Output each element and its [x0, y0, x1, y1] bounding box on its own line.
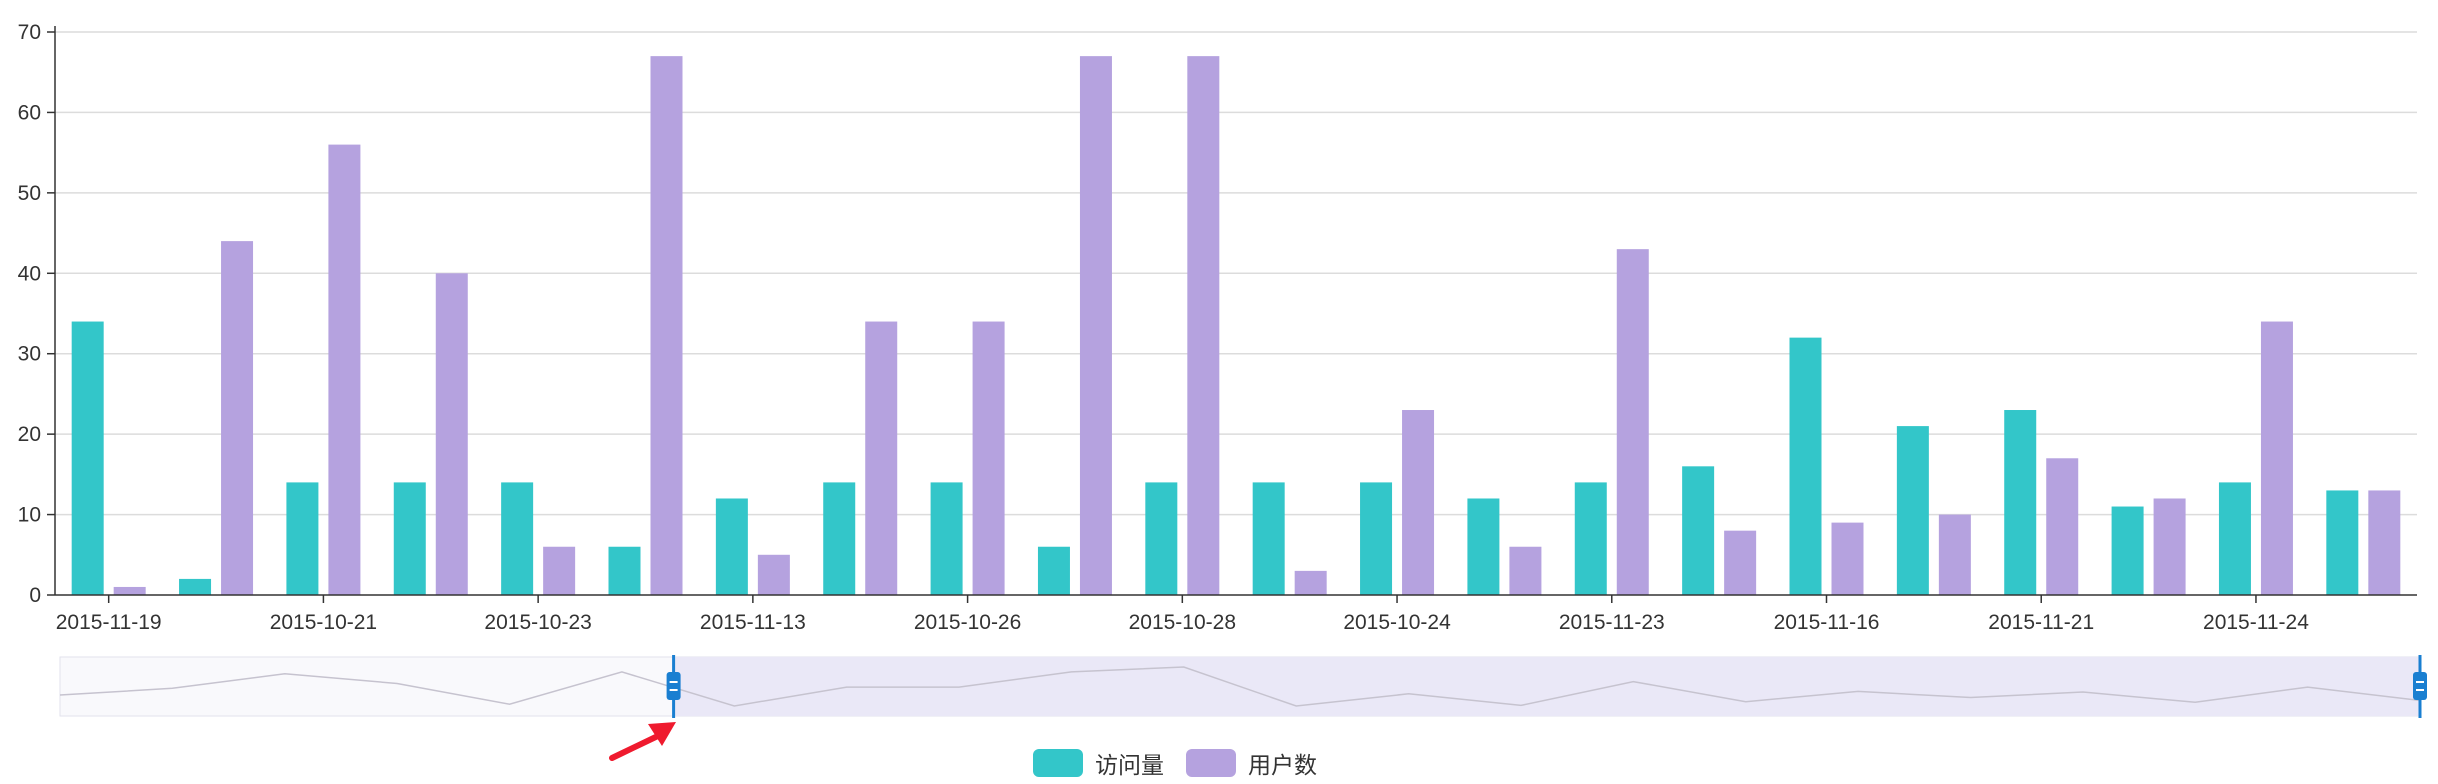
bar-users-11[interactable]: [1294, 570, 1327, 595]
y-tick-label: 30: [18, 343, 41, 366]
bar-users-13[interactable]: [1509, 546, 1542, 595]
y-tick-label: 20: [18, 423, 41, 446]
bar-visits-20[interactable]: [2218, 482, 2251, 595]
x-tick-label: 2015-10-23: [484, 611, 591, 634]
bar-visits-10[interactable]: [1145, 482, 1178, 595]
data-zoom-shadow-line: [59, 666, 2421, 707]
bar-visits-15[interactable]: [1682, 466, 1715, 595]
bar-visits-9[interactable]: [1037, 546, 1070, 595]
bar-visits-3[interactable]: [393, 482, 426, 595]
bar-visits-11[interactable]: [1252, 482, 1285, 595]
legend: 访问量 用户数: [1033, 746, 1317, 780]
legend-swatch-visits: [1033, 749, 1083, 777]
bar-visits-14[interactable]: [1574, 482, 1607, 595]
x-axis: 2015-11-19 2015-10-21 2015-10-23 2015-11-13…: [55, 594, 2417, 634]
arrow-shaft: [609, 731, 665, 761]
bar-users-1[interactable]: [221, 241, 254, 595]
legend-label-users: 用户数: [1248, 752, 1317, 778]
bar-visits-2[interactable]: [286, 482, 319, 595]
bar-users-0[interactable]: [113, 586, 146, 595]
legend-item-visits[interactable]: 访问量: [1033, 746, 1164, 780]
bar-visits-7[interactable]: [823, 482, 856, 595]
data-zoom-end-handle[interactable]: [2413, 672, 2427, 700]
bar-users-21[interactable]: [2368, 490, 2401, 595]
bar-visits-5[interactable]: [608, 546, 641, 595]
bar-visits-6[interactable]: [715, 498, 748, 595]
x-tick-label: 2015-11-16: [1774, 611, 1880, 634]
bar-users-16[interactable]: [1831, 522, 1864, 595]
y-tick-label: 60: [18, 101, 41, 124]
grid-lines: [55, 31, 2417, 516]
bar-users-8[interactable]: [972, 321, 1005, 595]
bar-visits-21[interactable]: [2326, 490, 2359, 595]
bar-users-14[interactable]: [1616, 249, 1649, 595]
x-tick-label: 2015-11-13: [700, 611, 806, 634]
y-tick-label: 0: [29, 584, 41, 607]
bar-series: [71, 56, 2401, 596]
bar-users-12[interactable]: [1402, 410, 1435, 595]
legend-label-visits: 访问量: [1095, 752, 1164, 778]
bar-users-5[interactable]: [650, 56, 683, 596]
bar-visits-13[interactable]: [1467, 498, 1500, 595]
bar-visits-17[interactable]: [1896, 426, 1929, 595]
x-tick-label: 2015-11-19: [56, 611, 162, 634]
y-tick-label: 50: [18, 182, 41, 205]
y-tick-label: 70: [18, 21, 41, 44]
bar-visits-8[interactable]: [930, 482, 963, 595]
legend-swatch-users: [1186, 749, 1236, 777]
bar-visits-18[interactable]: [2004, 410, 2037, 595]
bar-users-2[interactable]: [328, 144, 361, 595]
bar-visits-19[interactable]: [2111, 506, 2144, 595]
bar-visits-1[interactable]: [179, 578, 212, 595]
bar-users-10[interactable]: [1187, 56, 1220, 596]
bar-users-15[interactable]: [1724, 530, 1757, 595]
x-tick-label: 2015-11-23: [1559, 611, 1665, 634]
data-zoom-start-handle[interactable]: [666, 672, 681, 700]
x-tick-label: 2015-11-21: [1988, 611, 2094, 634]
x-tick-label: 2015-10-26: [914, 611, 1021, 634]
bar-users-17[interactable]: [1938, 514, 1971, 595]
bar-visits-12[interactable]: [1360, 482, 1393, 595]
data-zoom-slider[interactable]: [59, 655, 2427, 718]
arrow-head: [648, 722, 676, 746]
x-tick-label: 2015-10-21: [270, 611, 377, 634]
bar-users-7[interactable]: [865, 321, 898, 595]
bar-users-18[interactable]: [2046, 458, 2079, 595]
bar-users-4[interactable]: [543, 546, 576, 595]
bar-users-19[interactable]: [2153, 498, 2186, 595]
annotation-arrow: [609, 722, 676, 761]
bar-visits-4[interactable]: [501, 482, 534, 595]
legend-item-users[interactable]: 用户数: [1186, 746, 1317, 780]
bar-visits-16[interactable]: [1789, 337, 1822, 595]
y-tick-label: 10: [18, 504, 41, 527]
y-axis: 0 10 20 30 40 50 60 70: [18, 21, 56, 607]
bar-users-3[interactable]: [435, 273, 468, 595]
bar-users-20[interactable]: [2260, 321, 2293, 595]
bar-visits-0[interactable]: [71, 321, 104, 595]
bar-users-9[interactable]: [1079, 56, 1112, 596]
y-tick-label: 40: [18, 262, 41, 285]
x-tick-label: 2015-11-24: [2203, 611, 2309, 634]
bar-users-6[interactable]: [757, 554, 790, 595]
x-tick-label: 2015-10-24: [1343, 611, 1451, 634]
x-tick-label: 2015-10-28: [1129, 611, 1236, 634]
